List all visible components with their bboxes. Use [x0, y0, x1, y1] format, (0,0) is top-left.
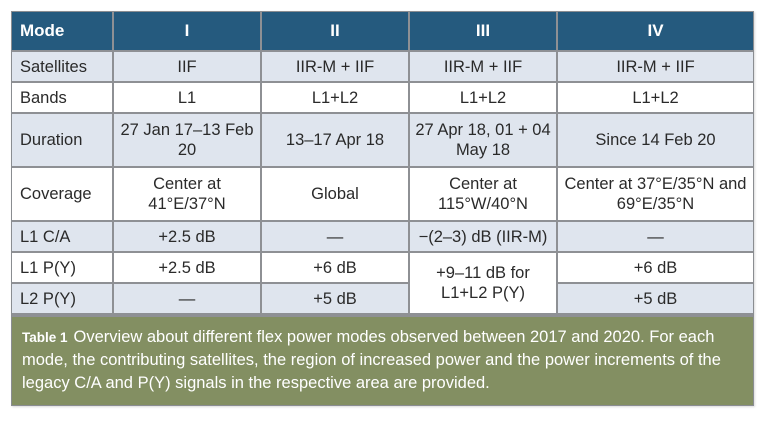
row-label: L1 P(Y)	[12, 251, 114, 284]
table-cell: L1+L2	[260, 81, 410, 114]
table-cell: IIR-M + IIF	[556, 50, 753, 83]
table-cell-merged: +9–11 dB for L1+L2 P(Y)	[408, 251, 558, 315]
table-cell: Center at 37°E/35°N and 69°E/35°N	[556, 166, 753, 222]
table-row-satellites: Satellites IIF IIR-M + IIF IIR-M + IIF I…	[12, 50, 753, 83]
table-cell: +6 dB	[556, 251, 753, 284]
row-label: Coverage	[12, 166, 114, 222]
column-header-mode-ii: II	[260, 12, 410, 52]
table-cell: Since 14 Feb 20	[556, 112, 753, 168]
table-cell: +5 dB	[260, 282, 410, 315]
row-label: Duration	[12, 112, 114, 168]
flex-power-modes-table: Mode I II III IV Satellites IIF IIR-M + …	[12, 12, 753, 315]
table-cell: +6 dB	[260, 251, 410, 284]
column-header-mode-i: I	[112, 12, 262, 52]
table-cell: −(2–3) dB (IIR-M)	[408, 220, 558, 253]
table-row-l1-ca: L1 C/A +2.5 dB — −(2–3) dB (IIR-M) —	[12, 220, 753, 253]
table-cell: Center at 41°E/37°N	[112, 166, 262, 222]
column-header-mode-iii: III	[408, 12, 558, 52]
table-cell: —	[260, 220, 410, 253]
table-row-coverage: Coverage Center at 41°E/37°N Global Cent…	[12, 166, 753, 222]
table-cell: 13–17 Apr 18	[260, 112, 410, 168]
table-cell: —	[556, 220, 753, 253]
column-header-mode: Mode	[12, 12, 114, 52]
row-label: L1 C/A	[12, 220, 114, 253]
table-cell: +2.5 dB	[112, 251, 262, 284]
row-label: Bands	[12, 81, 114, 114]
table-cell: IIF	[112, 50, 262, 83]
caption-label: Table 1	[22, 330, 68, 345]
table-caption: Table 1 Overview about different flex pow…	[12, 315, 753, 405]
row-label: L2 P(Y)	[12, 282, 114, 315]
table-cell: 27 Apr 18, 01 + 04 May 18	[408, 112, 558, 168]
table-cell: IIR-M + IIF	[260, 50, 410, 83]
table-row-bands: Bands L1 L1+L2 L1+L2 L1+L2	[12, 81, 753, 114]
table-cell: Global	[260, 166, 410, 222]
table-row-duration: Duration 27 Jan 17–13 Feb 20 13–17 Apr 1…	[12, 112, 753, 168]
table-cell: —	[112, 282, 262, 315]
table-cell: L1+L2	[556, 81, 753, 114]
column-header-mode-iv: IV	[556, 12, 753, 52]
table-row-l1-py: L1 P(Y) +2.5 dB +6 dB +9–11 dB for L1+L2…	[12, 251, 753, 315]
table-row-l2-py: L2 P(Y) — +5 dB +5 dB	[12, 282, 753, 315]
header-row: Mode I II III IV	[12, 12, 753, 52]
table-cell: Center at 115°W/40°N	[408, 166, 558, 222]
table-cell: IIR-M + IIF	[408, 50, 558, 83]
table-figure: Mode I II III IV Satellites IIF IIR-M + …	[11, 11, 754, 406]
table-cell: L1+L2	[408, 81, 558, 114]
caption-text: Overview about different flex power mode…	[22, 328, 721, 392]
row-label: Satellites	[12, 50, 114, 83]
table-cell: 27 Jan 17–13 Feb 20	[112, 112, 262, 168]
table-cell: L1	[112, 81, 262, 114]
table-cell: +5 dB	[556, 282, 753, 315]
table-cell: +2.5 dB	[112, 220, 262, 253]
